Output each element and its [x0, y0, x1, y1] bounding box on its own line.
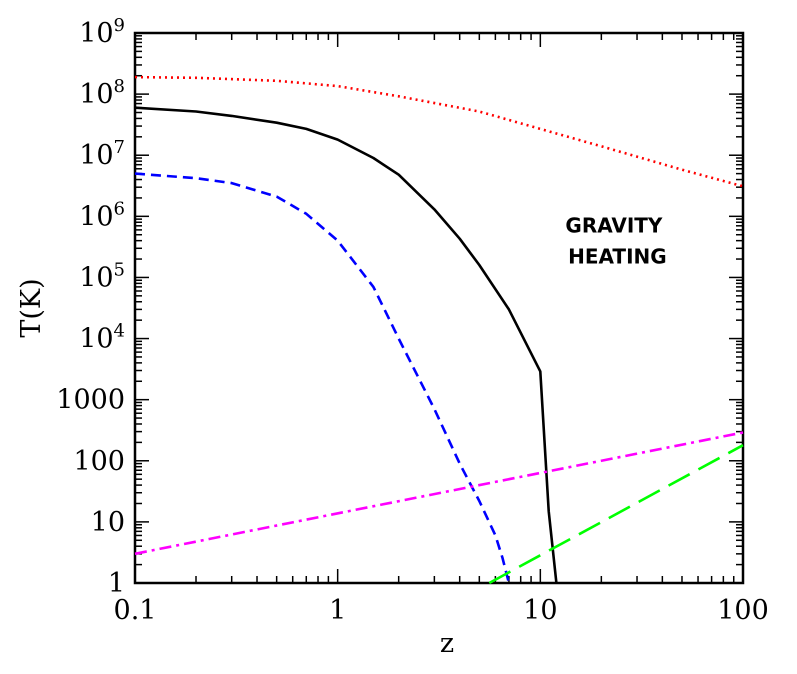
annotation-line-2: HEATING [568, 245, 667, 269]
y-tick-label: 106 [79, 198, 125, 232]
x-tick-label: 10 [523, 595, 557, 626]
y-tick-label: 104 [79, 321, 125, 355]
y-tick-label: 10 [91, 507, 125, 538]
x-tick-label: 0.1 [114, 595, 157, 626]
x-tick-label: 1 [329, 595, 346, 626]
y-tick-label: 108 [79, 76, 125, 110]
annotation-line-1: GRAVITY [565, 214, 663, 238]
y-tick-label: 100 [73, 446, 125, 477]
axis-ticks [134, 33, 743, 584]
gravity-heating-annotation: GRAVITY HEATING [565, 214, 669, 269]
x-tick-labels: 0.1 1 10 100 [114, 595, 769, 626]
y-tick-labels: 1 10 100 1000 104 105 106 107 108 109 [56, 15, 125, 599]
plot-frame [133, 31, 745, 585]
y-tick-label: 105 [79, 259, 125, 293]
y-tick-label: 109 [79, 15, 125, 49]
y-axis-label: T(K) [16, 278, 47, 337]
series-line-1 [134, 75, 744, 188]
y-tick-label: 1 [108, 568, 125, 599]
series-line-3 [134, 172, 511, 584]
x-tick-label: 100 [717, 595, 769, 626]
x-axis-label: z [440, 628, 454, 659]
series-line-5 [488, 444, 744, 585]
series-layer [134, 75, 744, 585]
y-tick-label: 1000 [56, 385, 125, 416]
y-tick-label: 107 [79, 137, 125, 171]
series-line-4 [134, 431, 744, 556]
series-line-2 [134, 106, 558, 584]
